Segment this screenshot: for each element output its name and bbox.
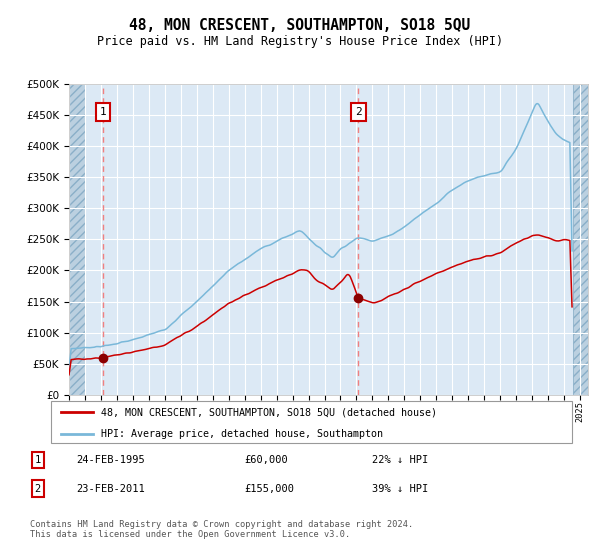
Text: Price paid vs. HM Land Registry's House Price Index (HPI): Price paid vs. HM Land Registry's House … [97,35,503,48]
Bar [574,84,588,395]
Bar [574,84,588,395]
Text: 22% ↓ HPI: 22% ↓ HPI [372,455,428,465]
Text: 23-FEB-2011: 23-FEB-2011 [76,484,145,493]
Bar [69,84,85,395]
Text: 2: 2 [35,484,41,493]
Text: 39% ↓ HPI: 39% ↓ HPI [372,484,428,493]
Text: 48, MON CRESCENT, SOUTHAMPTON, SO18 5QU: 48, MON CRESCENT, SOUTHAMPTON, SO18 5QU [130,18,470,33]
Text: HPI: Average price, detached house, Southampton: HPI: Average price, detached house, Sout… [101,429,383,438]
Text: 1: 1 [100,107,106,117]
Text: £60,000: £60,000 [245,455,289,465]
Text: Contains HM Land Registry data © Crown copyright and database right 2024.
This d: Contains HM Land Registry data © Crown c… [30,520,413,539]
Text: 24-FEB-1995: 24-FEB-1995 [76,455,145,465]
Text: 2: 2 [355,107,362,117]
Bar [69,84,85,395]
Text: 1: 1 [35,455,41,465]
FancyBboxPatch shape [50,401,572,444]
Text: £155,000: £155,000 [245,484,295,493]
Text: 48, MON CRESCENT, SOUTHAMPTON, SO18 5QU (detached house): 48, MON CRESCENT, SOUTHAMPTON, SO18 5QU … [101,407,437,417]
